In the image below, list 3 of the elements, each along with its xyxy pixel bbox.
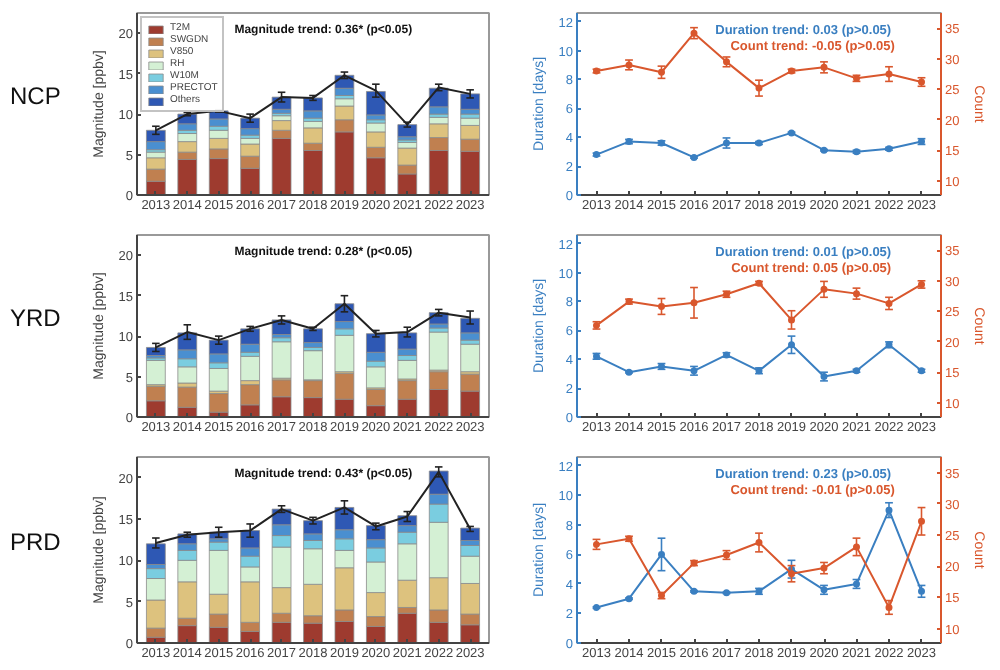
text: PRD <box>10 526 61 560</box>
text: NCP <box>10 80 61 114</box>
text: YRD <box>10 302 61 336</box>
